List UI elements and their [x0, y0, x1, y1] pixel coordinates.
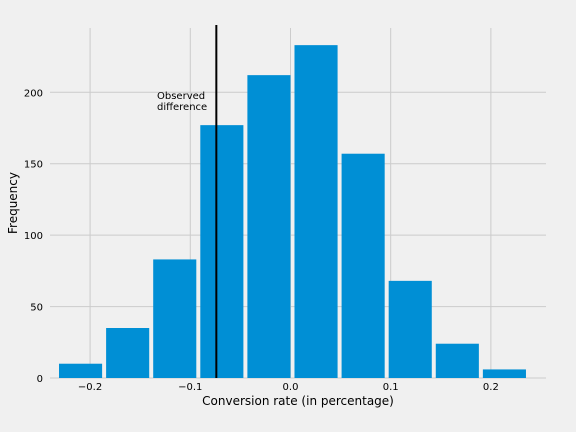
y-axis-label: Frequency [6, 172, 20, 234]
observed-difference-label-line1: Observed [157, 91, 205, 102]
histogram-bar [59, 363, 103, 378]
histogram-bar [482, 369, 526, 378]
histogram-bars [59, 45, 526, 379]
y-tick-label: 100 [24, 231, 43, 242]
histogram-bar [341, 153, 385, 378]
histogram-bar [294, 45, 338, 379]
x-tick-label: 0.2 [483, 382, 499, 393]
y-tick-label: 50 [30, 303, 43, 314]
y-tick-labels: 0 50 100 150 200 [24, 88, 43, 385]
histogram-bar [153, 259, 197, 378]
observed-difference-label-line2: difference [157, 102, 207, 113]
x-tick-label: 0.0 [283, 382, 299, 393]
histogram-bar [106, 328, 150, 378]
histogram-bar [200, 125, 244, 379]
x-tick-label: −0.2 [78, 382, 102, 393]
x-axis-label: Conversion rate (in percentage) [202, 394, 394, 408]
histogram-bar [388, 280, 432, 378]
y-tick-label: 200 [24, 88, 43, 99]
observed-difference-annotation: Observed difference [157, 25, 218, 378]
y-tick-label: 150 [24, 160, 43, 171]
x-tick-label: −0.1 [178, 382, 202, 393]
x-tick-label: 0.1 [383, 382, 399, 393]
histogram-bar [247, 75, 291, 379]
x-tick-labels: −0.2 −0.1 0.0 0.1 0.2 [78, 382, 499, 393]
y-tick-label: 0 [37, 374, 43, 385]
histogram-bar [435, 343, 479, 378]
